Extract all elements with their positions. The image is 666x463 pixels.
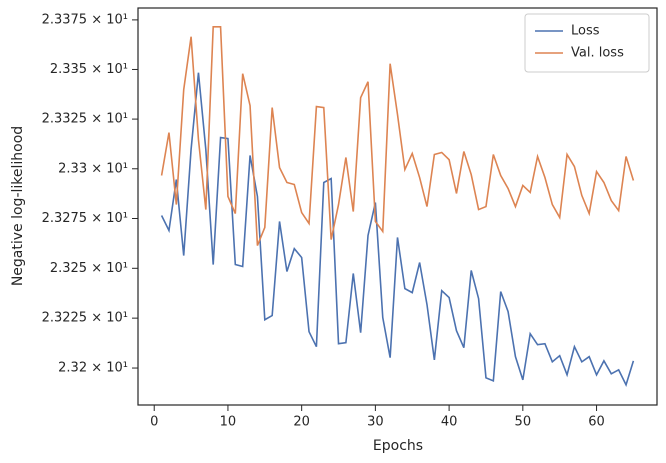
x-tick-label: 20 [293,415,310,430]
legend: Loss Val. loss [524,13,650,73]
line-series [160,72,635,387]
y-tick-label: 2.33 × 10¹ [58,161,128,176]
y-axis-label: Negative log-likelihood [10,126,26,286]
y-tick-label: 2.335 × 10¹ [50,62,128,77]
x-tick-label: 30 [367,415,384,430]
y-tick-label: 2.3325 × 10¹ [42,112,128,127]
x-axis-label: Epochs [373,438,423,454]
y-tick-label: 2.32 × 10¹ [58,361,128,376]
x-tick-label: 40 [441,415,458,430]
legend-label: Loss [571,24,600,39]
x-tick-label: 50 [515,415,532,430]
legend-box [524,13,650,73]
x-tick-label: 0 [150,415,158,430]
legend-label: Val. loss [571,46,624,61]
y-tick-label: 2.325 × 10¹ [50,261,128,276]
y-tick-label: 2.3225 × 10¹ [42,311,128,326]
x-tick-label: 60 [588,415,605,430]
plot-frame [137,7,658,406]
x-tick-label: 10 [220,415,237,430]
y-tick-label: 2.3375 × 10¹ [42,12,128,27]
y-tick-label: 2.3275 × 10¹ [42,211,128,226]
line-series [160,26,635,246]
